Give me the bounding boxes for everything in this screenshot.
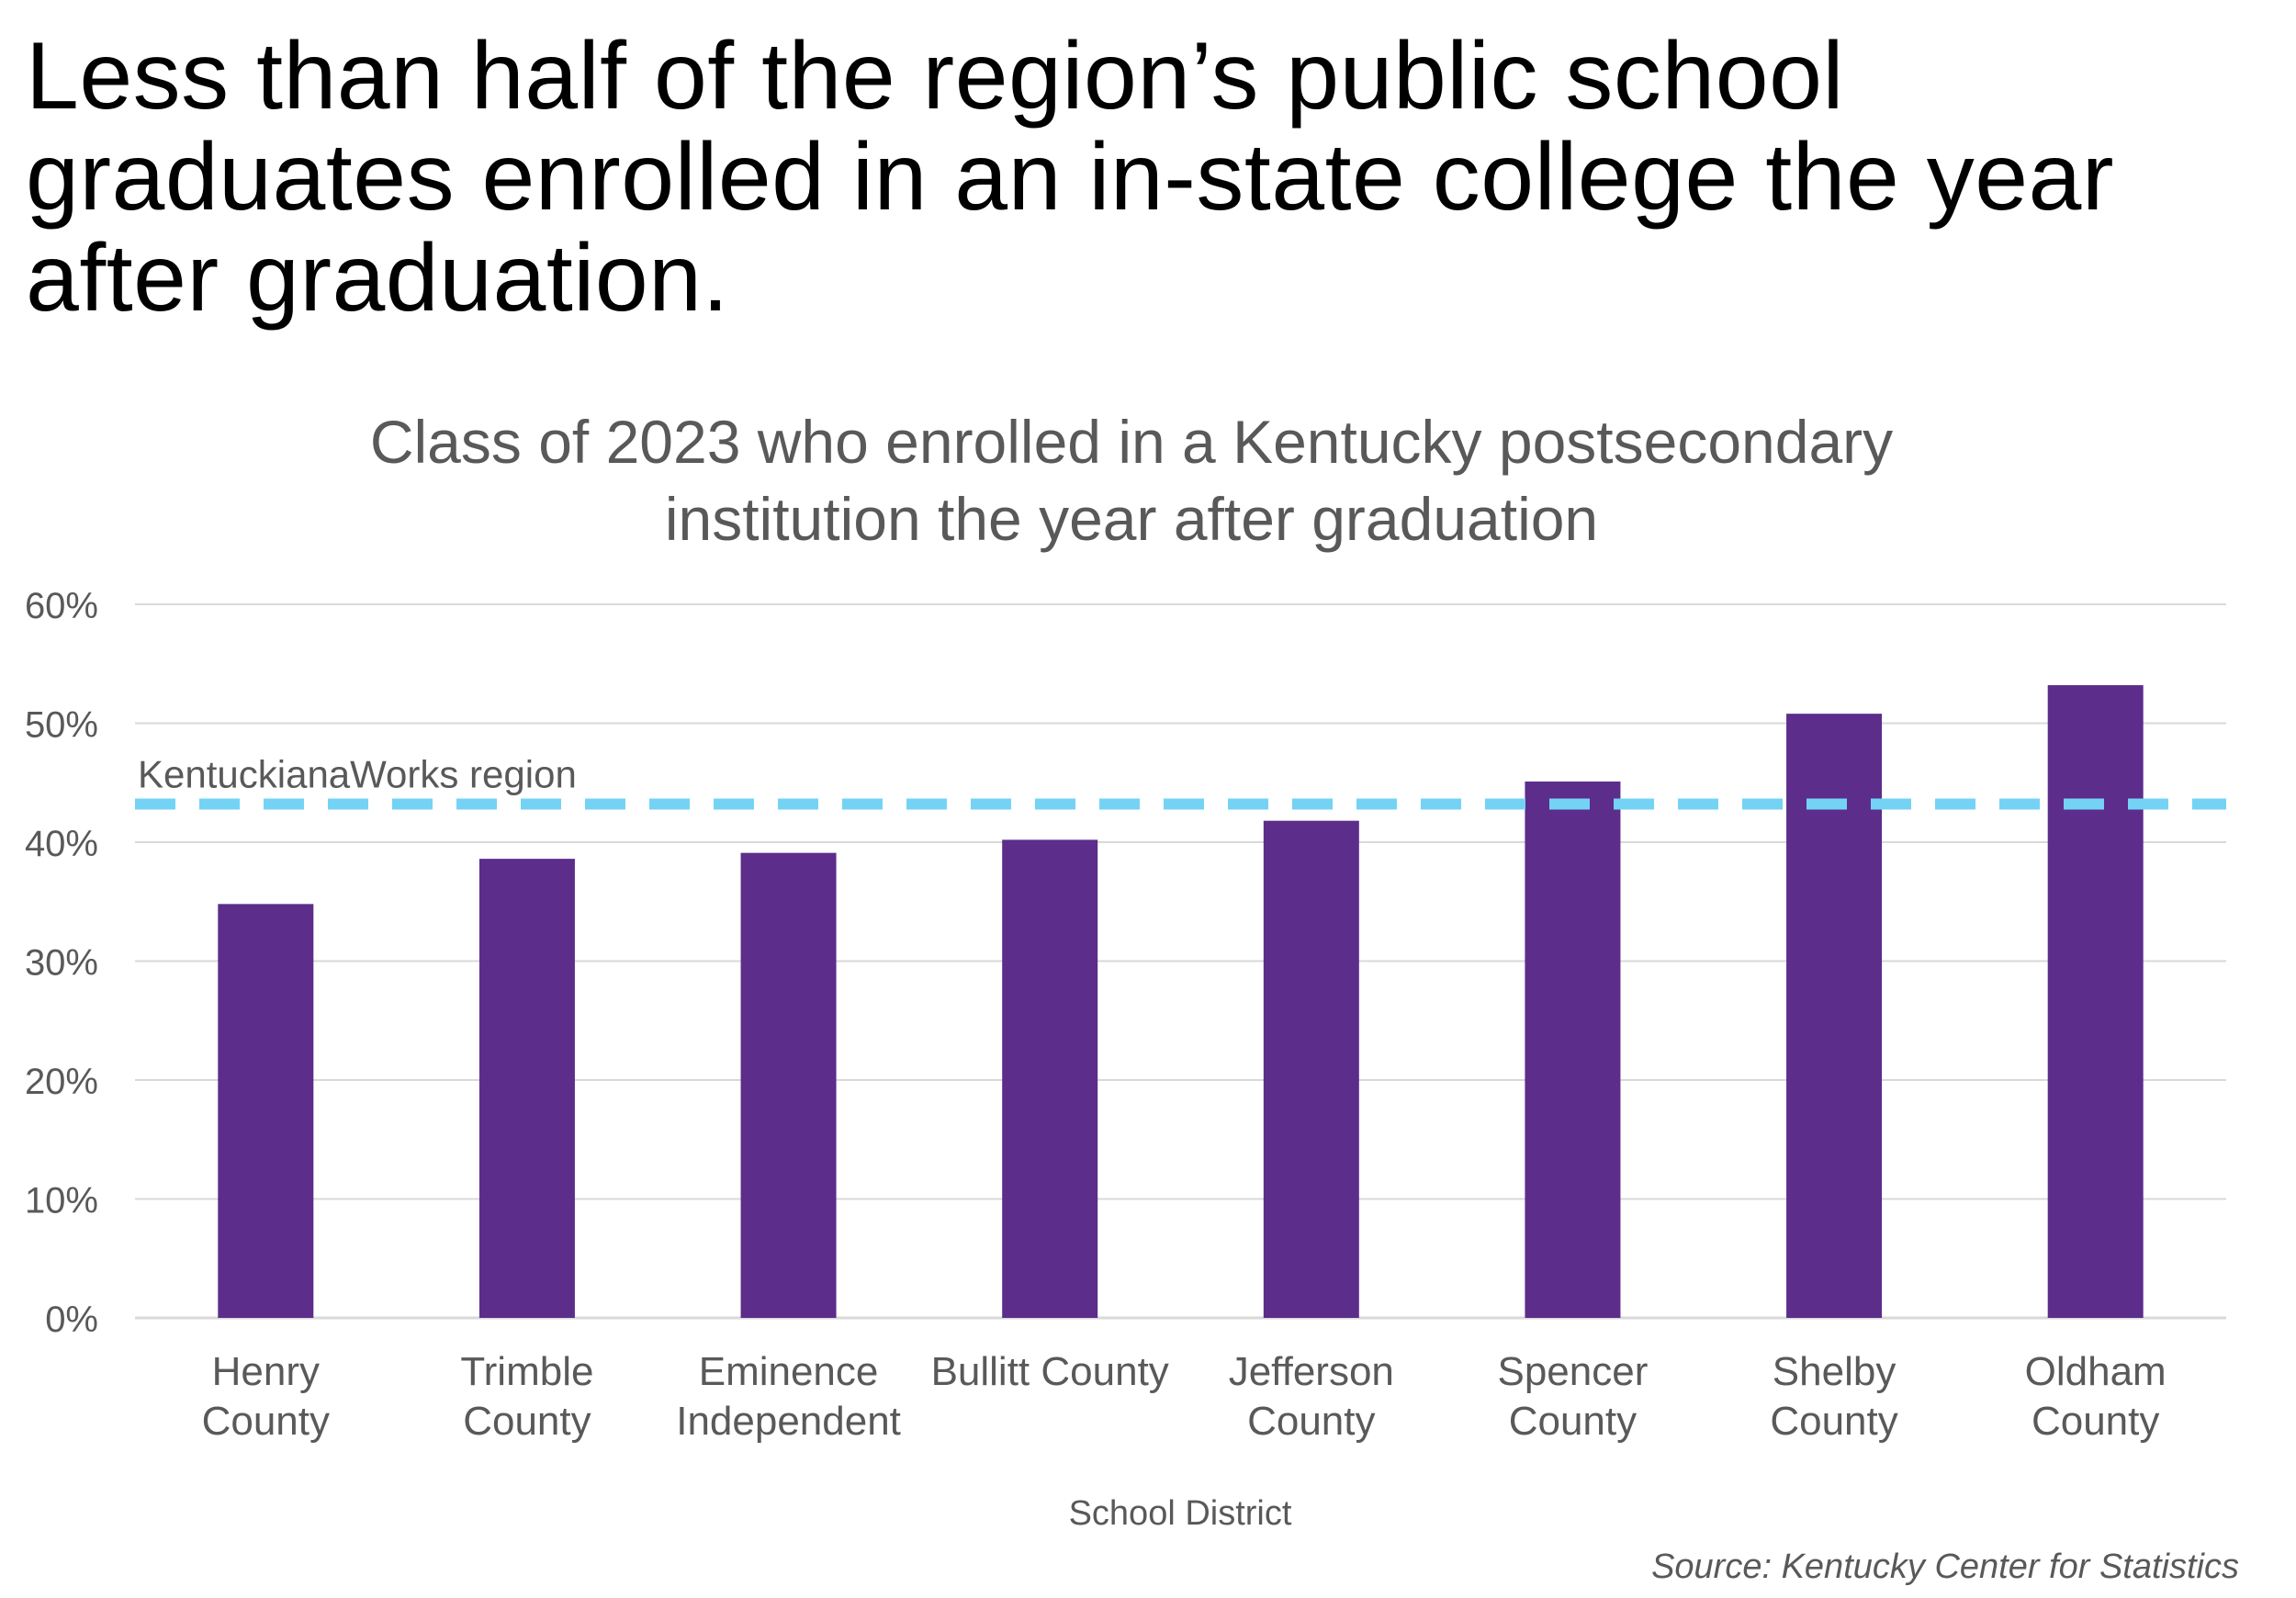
y-tick-label: 50% <box>25 705 98 746</box>
bar <box>1263 820 1359 1318</box>
x-tick-label: Bullitt County <box>931 1349 1169 1394</box>
gridlines <box>135 603 2226 1320</box>
y-tick-label: 30% <box>25 943 98 984</box>
x-tick-label: County <box>202 1399 330 1444</box>
bars <box>218 685 2144 1318</box>
chart-title: Class of 2023 who enrolled in a Kentucky… <box>370 408 1893 553</box>
source-note: Source: Kentucky Center for Statistics <box>1651 1547 2239 1586</box>
reference-line-group: KentuckianaWorks region <box>135 753 2226 810</box>
bar <box>740 852 837 1318</box>
x-axis-ticks: Henry County Trimble County Eminence Independ… <box>202 1349 2167 1444</box>
y-axis-ticks: 0% 10% 20% 30% 40% 50% 60% <box>25 586 98 1340</box>
x-tick-label: Jefferson <box>1229 1349 1394 1394</box>
headline: Less than half of the region’s public sc… <box>26 23 2114 332</box>
y-tick-label: 40% <box>25 824 98 864</box>
x-tick-label: Eminence <box>699 1349 879 1394</box>
x-tick-label: County <box>2032 1399 2159 1444</box>
bar <box>2047 685 2144 1318</box>
bar <box>218 904 314 1318</box>
y-tick-label: 10% <box>25 1181 98 1221</box>
x-tick-label: County <box>1509 1399 1637 1444</box>
bar <box>1525 781 1621 1318</box>
reference-line-label: KentuckianaWorks region <box>138 753 577 796</box>
y-tick-label: 0% <box>45 1300 98 1340</box>
x-tick-label: Shelby <box>1773 1349 1896 1394</box>
bar <box>1786 714 1883 1318</box>
y-tick-label: 60% <box>25 586 98 626</box>
x-tick-label: County <box>1770 1399 1897 1444</box>
x-tick-label: Trimble <box>460 1349 593 1394</box>
x-tick-label: County <box>1247 1399 1375 1444</box>
bar <box>1002 839 1098 1318</box>
bar <box>478 859 575 1318</box>
y-tick-label: 20% <box>25 1062 98 1102</box>
x-tick-label: Oldham <box>2025 1349 2167 1394</box>
x-tick-label: Spencer <box>1497 1349 1648 1394</box>
x-tick-label: Independent <box>676 1399 901 1444</box>
x-axis-label: School District <box>1069 1494 1292 1533</box>
chart-title-line: Class of 2023 who enrolled in a Kentucky… <box>370 408 1893 476</box>
x-tick-label: County <box>463 1399 591 1444</box>
chart-title-line: institution the year after graduation <box>665 485 1598 553</box>
x-tick-label: Henry <box>212 1349 320 1394</box>
